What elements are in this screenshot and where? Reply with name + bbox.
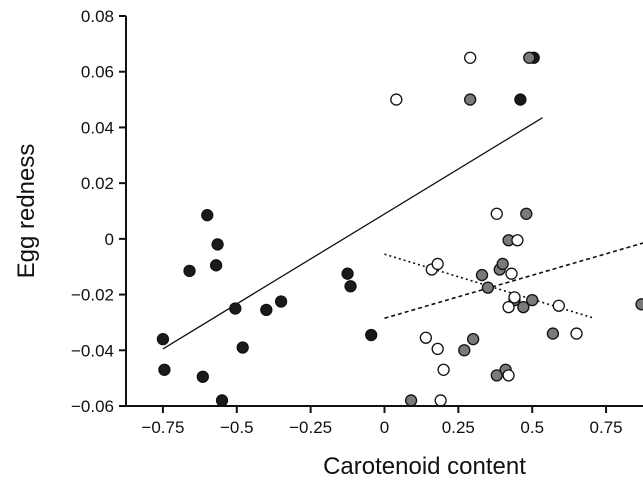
- y-tick-label: 0.02: [81, 174, 114, 193]
- data-point-filled-black: [201, 209, 214, 222]
- data-point-filled-grey: [475, 268, 489, 282]
- data-point-open: [508, 291, 521, 304]
- data-point-filled-black: [236, 341, 249, 354]
- x-tick-label: 0: [380, 418, 389, 437]
- x-tick-label: 0.75: [590, 418, 623, 437]
- data-point-filled-black: [365, 328, 378, 342]
- data-point-filled-grey: [520, 207, 533, 220]
- data-point-open: [431, 342, 444, 356]
- data-point-open: [502, 369, 515, 382]
- x-tick-label: −0.5: [220, 418, 254, 437]
- data-point-open: [552, 299, 565, 312]
- x-axis-title: Carotenoid content: [323, 453, 526, 480]
- x-tick-label: 0.25: [442, 418, 475, 437]
- trend-line-dashed: [384, 242, 643, 320]
- data-point-filled-black: [156, 332, 170, 346]
- data-point-open: [511, 234, 524, 247]
- y-axis-title: Egg redness: [13, 144, 40, 279]
- data-point-filled-grey: [464, 93, 477, 106]
- data-point-open: [490, 207, 503, 220]
- data-point-filled-black: [211, 238, 224, 251]
- data-point-open: [390, 93, 403, 106]
- trend-line-dotted: [384, 253, 595, 320]
- data-point-filled-black: [229, 302, 242, 315]
- data-point-filled-grey: [458, 344, 471, 357]
- data-point-open: [431, 257, 444, 271]
- y-axis-ticks: −0.06 −0.04 −0.02 0 0.02 0.04 0.06 0.08: [71, 7, 126, 416]
- data-point-filled-black: [341, 267, 354, 280]
- trend-line-solid: [162, 117, 543, 350]
- data-point-filled-grey: [517, 300, 530, 314]
- x-tick-label: 0.5: [520, 418, 544, 437]
- x-tick-label: −0.75: [141, 418, 184, 437]
- data-point-open: [502, 300, 515, 314]
- data-point-filled-grey: [546, 327, 560, 340]
- y-tick-label: 0: [105, 230, 114, 249]
- data-point-filled-black: [183, 264, 196, 278]
- y-tick-label: 0.06: [81, 63, 114, 82]
- x-tick-label: −0.25: [289, 418, 332, 437]
- y-tick-label: −0.02: [71, 286, 114, 305]
- data-point-open: [570, 327, 583, 340]
- data-point-open: [464, 51, 477, 64]
- data-point-filled-grey: [635, 298, 643, 311]
- data-point-open: [419, 331, 433, 344]
- y-tick-label: 0.08: [81, 7, 114, 26]
- data-point-open: [505, 267, 518, 280]
- data-point-filled-black: [514, 93, 527, 106]
- data-point-filled-grey: [523, 51, 536, 64]
- y-tick-label: 0.04: [81, 118, 114, 137]
- y-tick-label: −0.04: [71, 341, 114, 360]
- x-axis-ticks: −0.75 −0.5 −0.25 0 0.25 0.5 0.75: [141, 406, 623, 437]
- data-point-filled-black: [196, 370, 209, 383]
- data-point-filled-grey: [481, 281, 495, 294]
- data-point-filled-grey: [526, 293, 539, 307]
- data-point-filled-black: [260, 303, 273, 317]
- data-point-filled-black: [209, 259, 223, 272]
- data-point-filled-grey: [490, 369, 503, 382]
- data-point-open: [437, 363, 450, 376]
- data-point-filled-grey: [496, 257, 509, 271]
- data-point-filled-grey: [404, 394, 418, 407]
- y-tick-label: −0.06: [71, 397, 114, 416]
- data-point-filled-black: [344, 280, 357, 293]
- plot-area: [156, 51, 643, 407]
- data-point-filled-black: [158, 363, 171, 376]
- data-point-filled-black: [215, 394, 229, 407]
- data-point-open: [434, 394, 447, 407]
- data-point-filled-black: [274, 295, 288, 308]
- data-point-filled-grey: [466, 332, 480, 346]
